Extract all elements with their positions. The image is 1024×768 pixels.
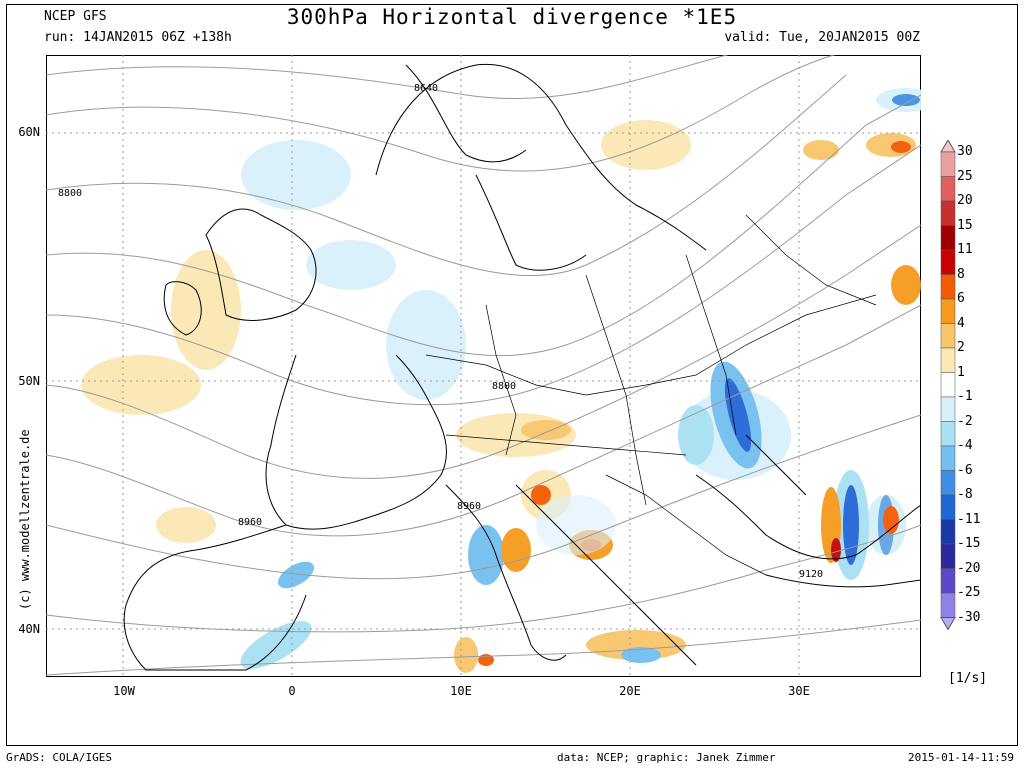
- map-title: 300hPa Horizontal divergence *1E5: [286, 5, 738, 29]
- colorbar-level-label: 1: [957, 364, 965, 380]
- colorbar-level-label: -25: [957, 585, 981, 600]
- colorbar-level-label: -15: [957, 536, 981, 551]
- colorbar-box: [940, 568, 956, 594]
- lon-label: 30E: [788, 684, 810, 698]
- contour-label: 9120: [799, 569, 823, 580]
- lat-label: 60N: [18, 125, 40, 139]
- colorbar: [940, 140, 956, 631]
- colorbar-box: [940, 494, 956, 520]
- graticule: [46, 55, 921, 677]
- valid-time-label: valid: Tue, 20JAN2015 00Z: [724, 30, 920, 45]
- footer-source: data: NCEP; graphic: Janek Zimmer: [557, 751, 776, 764]
- figure-frame: [6, 4, 1018, 746]
- colorbar-level-label: -11: [957, 511, 981, 527]
- colorbar-box: [940, 592, 956, 618]
- colorbar-bottom-triangle: [940, 617, 956, 631]
- colorbar-box: [940, 323, 956, 349]
- contour-label: 8800: [492, 381, 516, 392]
- contour-label: 8960: [457, 501, 481, 512]
- footer-software: GrADS: COLA/IGES: [6, 751, 112, 764]
- lat-label: 40N: [18, 622, 40, 636]
- colorbar-level-label: -20: [957, 560, 981, 576]
- run-label: run: 14JAN2015 06Z +138h: [44, 30, 232, 45]
- lat-label: 50N: [18, 374, 40, 388]
- colorbar-level-label: 2: [957, 340, 965, 355]
- model-label: NCEP GFS: [44, 9, 107, 24]
- colorbar-level-label: 11: [957, 242, 973, 257]
- colorbar-level-label: 6: [957, 291, 965, 306]
- contour-label: 8960: [238, 517, 262, 528]
- colorbar-box: [940, 421, 956, 447]
- height-contours: [46, 55, 921, 676]
- lon-label: 10W: [113, 684, 135, 698]
- colorbar-box: [940, 519, 956, 545]
- contour-label: 8640: [414, 83, 438, 94]
- colorbar-level-label: 15: [957, 217, 973, 233]
- colorbar-box: [940, 249, 956, 275]
- colorbar-box: [940, 543, 956, 569]
- colorbar-box: [940, 200, 956, 226]
- colorbar-level-label: 30: [957, 144, 973, 159]
- colorbar-level-label: 4: [957, 315, 965, 331]
- colorbar-top-triangle: [940, 140, 956, 153]
- colorbar-level-label: 20: [957, 193, 973, 208]
- lon-label: 10E: [450, 684, 472, 698]
- colorbar-box: [940, 470, 956, 496]
- units-label: [1/s]: [948, 671, 988, 686]
- colorbar-box: [940, 372, 956, 398]
- colorbar-box: [940, 445, 956, 471]
- colorbar-level-label: -6: [957, 462, 973, 478]
- divergence-map: 8640 8800 8800 8960 8960 9120: [46, 55, 921, 677]
- colorbar-box: [940, 274, 956, 300]
- colorbar-box: [940, 225, 956, 251]
- colorbar-box: [940, 298, 956, 324]
- coastlines: [123, 63, 921, 671]
- colorbar-level-label: -2: [957, 413, 973, 429]
- colorbar-level-label: -8: [957, 487, 973, 502]
- footer-timestamp: 2015-01-14-11:59: [908, 751, 1014, 764]
- colorbar-level-label: -30: [957, 609, 981, 625]
- credit-text: (c) www.modellzentrale.de: [18, 429, 32, 610]
- colorbar-level-label: 8: [957, 266, 965, 282]
- lon-label: 20E: [619, 684, 641, 698]
- lon-label: 0: [288, 684, 296, 698]
- country-borders: [425, 214, 877, 576]
- colorbar-box: [940, 176, 956, 202]
- colorbar-level-label: -4: [957, 438, 973, 453]
- colorbar-level-label: 25: [957, 168, 973, 184]
- colorbar-level-label: -1: [957, 389, 973, 404]
- colorbar-box: [940, 347, 956, 373]
- colorbar-box: [940, 151, 956, 177]
- colorbar-box: [940, 396, 956, 422]
- contour-label: 8800: [58, 188, 82, 199]
